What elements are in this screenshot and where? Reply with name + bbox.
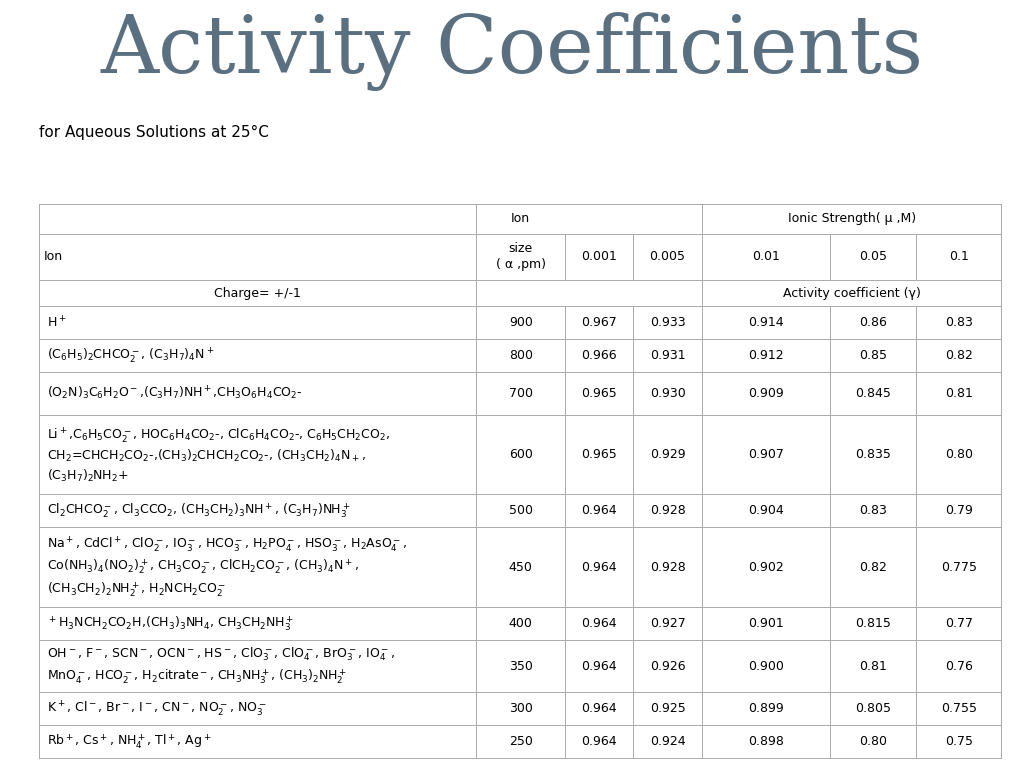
- Text: 0.83: 0.83: [859, 504, 887, 517]
- Text: 0.845: 0.845: [855, 387, 891, 400]
- Text: Ion: Ion: [44, 250, 63, 263]
- Text: 0.81: 0.81: [945, 387, 973, 400]
- Text: 250: 250: [509, 735, 532, 748]
- Text: 0.964: 0.964: [582, 702, 617, 715]
- Text: Charge= +/-1: Charge= +/-1: [214, 286, 301, 300]
- Text: 0.898: 0.898: [749, 735, 784, 748]
- Text: 0.928: 0.928: [649, 504, 685, 517]
- Text: Ion: Ion: [511, 213, 530, 226]
- Text: 900: 900: [509, 316, 532, 330]
- Text: OH$^-$, F$^-$, SCN$^-$, OCN$^-$, HS$^-$, ClO$_3^-$, ClO$_4^-$, BrO$_3^-$, IO$_4^: OH$^-$, F$^-$, SCN$^-$, OCN$^-$, HS$^-$,…: [47, 646, 395, 686]
- Text: 0.967: 0.967: [582, 316, 617, 330]
- Text: 0.907: 0.907: [749, 448, 784, 461]
- Text: 0.927: 0.927: [649, 617, 685, 630]
- Text: 0.835: 0.835: [855, 448, 891, 461]
- Text: (C$_6$H$_5$)$_2$CHCO$_2^-$, (C$_3$H$_7$)$_4$N$^+$: (C$_6$H$_5$)$_2$CHCO$_2^-$, (C$_3$H$_7$)…: [47, 346, 214, 365]
- Text: 0.964: 0.964: [582, 561, 617, 574]
- Text: 0.965: 0.965: [582, 448, 617, 461]
- Text: 0.80: 0.80: [859, 735, 887, 748]
- Text: 0.901: 0.901: [749, 617, 784, 630]
- Text: 0.755: 0.755: [941, 702, 977, 715]
- Text: 0.75: 0.75: [945, 735, 973, 748]
- Text: 0.82: 0.82: [945, 350, 973, 363]
- Text: 350: 350: [509, 660, 532, 672]
- Text: 0.926: 0.926: [650, 660, 685, 672]
- Text: 0.930: 0.930: [649, 387, 685, 400]
- Text: 0.902: 0.902: [749, 561, 784, 574]
- Text: 0.928: 0.928: [649, 561, 685, 574]
- Text: 0.965: 0.965: [582, 387, 617, 400]
- Text: 0.914: 0.914: [749, 316, 784, 330]
- Text: 0.005: 0.005: [649, 250, 685, 263]
- Text: $^+$H$_3$NCH$_2$CO$_2$H,(CH$_3$)$_3$NH$_4$, CH$_3$CH$_2$NH$_3^+$: $^+$H$_3$NCH$_2$CO$_2$H,(CH$_3$)$_3$NH$_…: [47, 614, 294, 632]
- Text: 0.964: 0.964: [582, 735, 617, 748]
- Text: 0.900: 0.900: [749, 660, 784, 672]
- Text: 0.77: 0.77: [945, 617, 973, 630]
- Text: 0.76: 0.76: [945, 660, 973, 672]
- Text: (O$_2$N)$_3$C$_6$H$_2$O$^-$,(C$_3$H$_7$)NH$^+$,CH$_3$O$_6$H$_4$CO$_2$-: (O$_2$N)$_3$C$_6$H$_2$O$^-$,(C$_3$H$_7$)…: [47, 385, 303, 403]
- Text: Rb$^+$, Cs$^+$, NH$_4^+$, Tl$^+$, Ag$^+$: Rb$^+$, Cs$^+$, NH$_4^+$, Tl$^+$, Ag$^+$: [47, 732, 212, 752]
- Text: 300: 300: [509, 702, 532, 715]
- Text: 0.01: 0.01: [753, 250, 780, 263]
- Text: Cl$_2$CHCO$_2^-$, Cl$_3$CCO$_2$, (CH$_3$CH$_2$)$_3$NH$^+$, (C$_3$H$_7$)NH$_3^+$: Cl$_2$CHCO$_2^-$, Cl$_3$CCO$_2$, (CH$_3$…: [47, 501, 350, 521]
- Text: 0.912: 0.912: [749, 350, 784, 363]
- Text: 0.05: 0.05: [859, 250, 887, 263]
- Text: 0.81: 0.81: [859, 660, 887, 672]
- Text: 0.86: 0.86: [859, 316, 887, 330]
- Text: 0.909: 0.909: [749, 387, 784, 400]
- Text: 0.925: 0.925: [649, 702, 685, 715]
- Text: 500: 500: [509, 504, 532, 517]
- Text: 0.964: 0.964: [582, 617, 617, 630]
- Text: 0.904: 0.904: [749, 504, 784, 517]
- Text: Na$^+$, CdCl$^+$, ClO$_2^-$, IO$_3^-$, HCO$_3^-$, H$_2$PO$_4^-$, HSO$_3^-$, H$_2: Na$^+$, CdCl$^+$, ClO$_2^-$, IO$_3^-$, H…: [47, 535, 407, 599]
- Text: 0.775: 0.775: [941, 561, 977, 574]
- Text: 700: 700: [509, 387, 532, 400]
- Text: 0.79: 0.79: [945, 504, 973, 517]
- Text: 0.001: 0.001: [582, 250, 617, 263]
- Text: 0.964: 0.964: [582, 660, 617, 672]
- Text: 600: 600: [509, 448, 532, 461]
- Text: Activity coefficient (γ): Activity coefficient (γ): [782, 286, 921, 300]
- Text: 0.85: 0.85: [859, 350, 887, 363]
- Text: Ionic Strength( μ ,M): Ionic Strength( μ ,M): [787, 213, 915, 226]
- Text: H$^+$: H$^+$: [47, 315, 67, 330]
- Text: for Aqueous Solutions at 25°C: for Aqueous Solutions at 25°C: [39, 125, 268, 140]
- Text: 0.83: 0.83: [945, 316, 973, 330]
- Text: Li$^+$,C$_6$H$_5$CO$_2^-$, HOC$_6$H$_4$CO$_2$-, ClC$_6$H$_4$CO$_2$-, C$_6$H$_5$C: Li$^+$,C$_6$H$_5$CO$_2^-$, HOC$_6$H$_4$C…: [47, 426, 390, 484]
- Text: 0.815: 0.815: [855, 617, 891, 630]
- Text: 0.1: 0.1: [949, 250, 969, 263]
- Text: size
( α ,pm): size ( α ,pm): [496, 243, 546, 271]
- Text: 800: 800: [509, 350, 532, 363]
- Text: 0.931: 0.931: [650, 350, 685, 363]
- Text: 0.82: 0.82: [859, 561, 887, 574]
- Text: 0.966: 0.966: [582, 350, 617, 363]
- Text: 0.805: 0.805: [855, 702, 891, 715]
- Text: 450: 450: [509, 561, 532, 574]
- Text: 0.80: 0.80: [945, 448, 973, 461]
- Text: Activity Coefficients: Activity Coefficients: [100, 12, 924, 91]
- Text: 0.933: 0.933: [650, 316, 685, 330]
- Text: 0.929: 0.929: [650, 448, 685, 461]
- Text: K$^+$, Cl$^-$, Br$^-$, I$^-$, CN$^-$, NO$_2^-$, NO$_3^-$: K$^+$, Cl$^-$, Br$^-$, I$^-$, CN$^-$, NO…: [47, 700, 266, 718]
- Text: 0.899: 0.899: [749, 702, 784, 715]
- Text: 400: 400: [509, 617, 532, 630]
- Text: 0.924: 0.924: [650, 735, 685, 748]
- Text: 0.964: 0.964: [582, 504, 617, 517]
